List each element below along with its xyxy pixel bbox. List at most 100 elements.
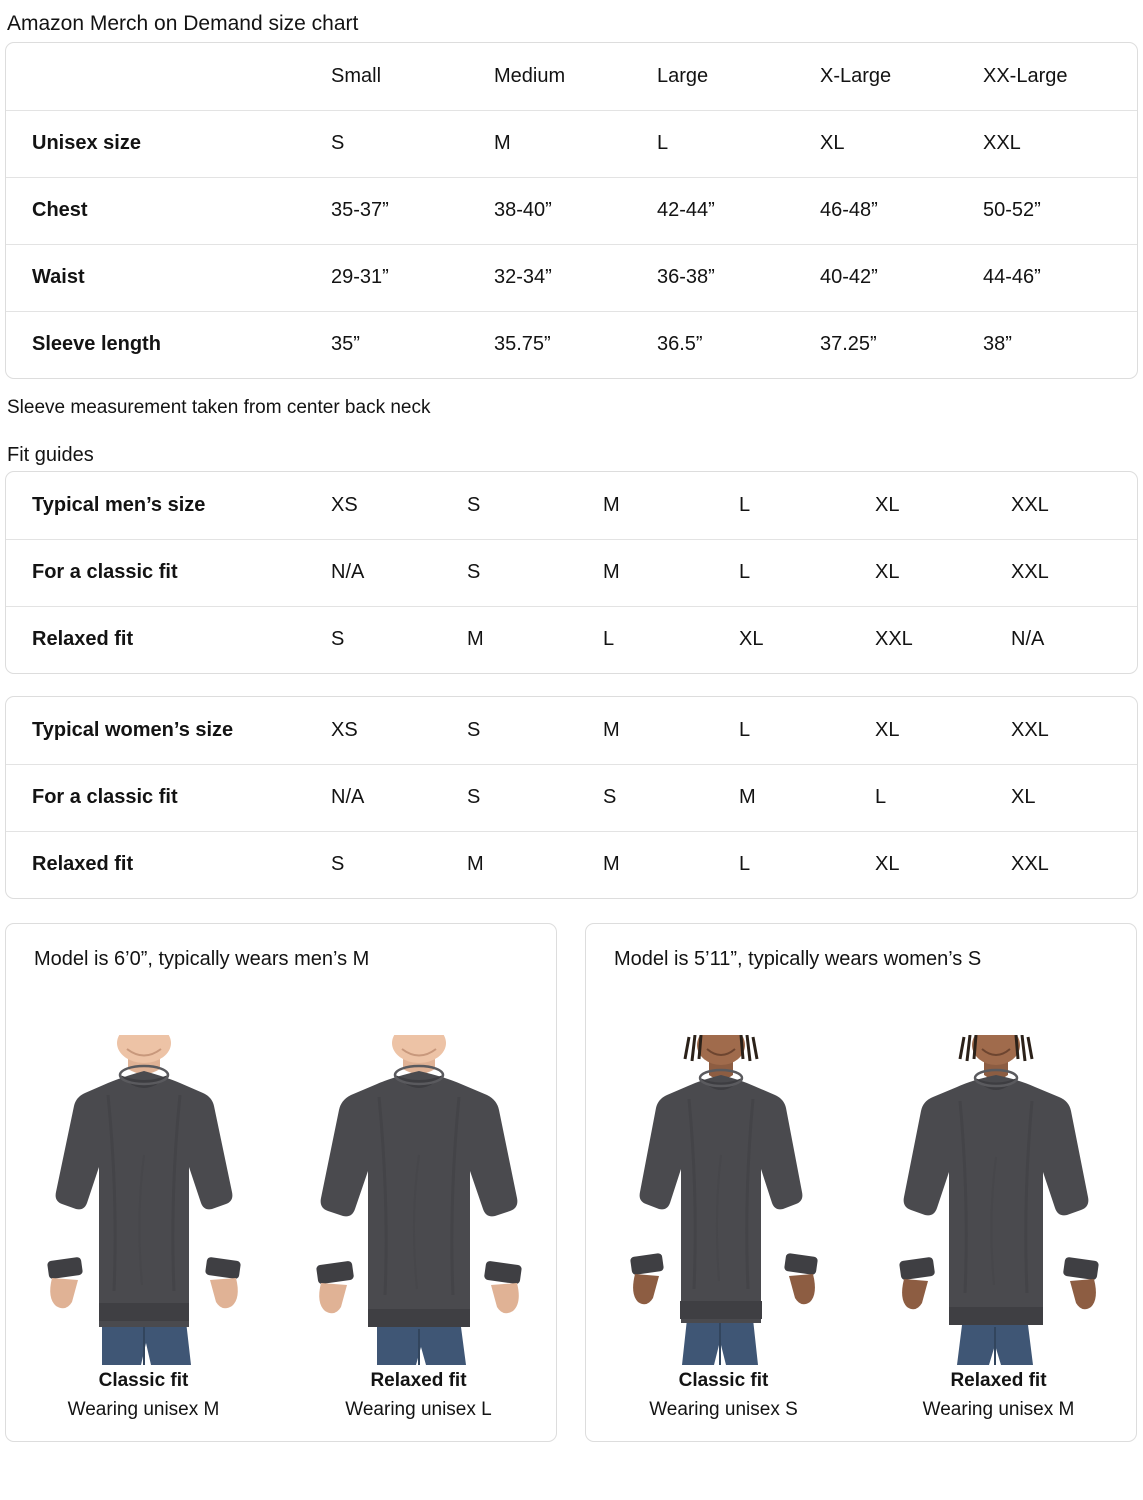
page-title: Amazon Merch on Demand size chart [7,12,359,35]
cell-col-6: XXL [1011,830,1137,898]
row-label: For a classic fit [6,763,331,831]
cell-x-large: XL [820,109,983,177]
model-cards-row: Model is 6’0”, typically wears men’s M [5,923,1138,1442]
cell-col-4: L [739,830,875,898]
male-model-classic-fit-illustration [46,1035,241,1365]
mens-model-card: Model is 6’0”, typically wears men’s M [5,923,557,1442]
cell-col-6: XL [1011,763,1137,831]
table-row-womens-classic-fit: For a classic fit N/A S S M L XL [6,763,1137,831]
cell-col-6: XXL [1011,493,1049,516]
table-row-sleeve-length: Sleeve length 35” 35.75” 36.5” 37.25” 38… [6,310,1137,378]
header-medium: Medium [494,64,566,87]
cell-medium: 32-34” [494,243,657,311]
header-small: Small [331,64,382,87]
fit-guides-heading: Fit guides [7,444,94,466]
female-model-relaxed-fit-illustration [898,1035,1099,1365]
table-row-chest: Chest 35-37” 38-40” 42-44” 46-48” 50-52” [6,176,1137,244]
womens-classic-fit-photo [586,980,861,1367]
row-label: For a classic fit [6,538,331,606]
row-label: Typical women’s size [32,718,234,741]
cell-col-2: M [467,605,603,673]
table-row-typical-mens-size: Typical men’s size XS S M L XL XXL [6,472,1137,539]
cell-medium: M [494,109,657,177]
mens-classic-fit-figure-column: Classic fit Wearing unisex M [6,980,281,1441]
mens-classic-fit-label: Classic fit [98,1370,189,1391]
cell-col-5: XL [875,493,900,516]
cell-xx-large: 50-52” [983,176,1137,244]
cell-small: 35” [331,310,494,378]
header-xx-large: XX-Large [983,64,1068,87]
mens-relaxed-fit-photo [281,980,556,1367]
cell-x-large: 37.25” [820,310,983,378]
cell-col-4: XL [739,605,875,673]
womens-fit-guide-card: Typical women’s size XS S M L XL XXL For… [5,696,1138,899]
mens-classic-fit-photo [6,980,281,1367]
cell-col-3: M [603,718,620,741]
table-row-womens-relaxed-fit: Relaxed fit S M M L XL XXL [6,830,1137,898]
cell-col-4: L [739,538,875,606]
row-label: Unisex size [6,109,331,177]
cell-xx-large: 44-46” [983,243,1137,311]
male-model-relaxed-fit-illustration [315,1035,522,1365]
cell-large: 36-38” [657,243,820,311]
womens-model-description: Model is 5’11”, typically wears women’s … [614,948,982,970]
cell-col-4: M [739,763,875,831]
cell-col-6: N/A [1011,605,1137,673]
cell-medium: 38-40” [494,176,657,244]
mens-fit-guide-card: Typical men’s size XS S M L XL XXL For a… [5,471,1138,674]
mens-relaxed-fit-figure-column: Relaxed fit Wearing unisex L [281,980,556,1441]
cell-xx-large: 38” [983,310,1137,378]
header-blank [6,43,331,110]
table-row-waist: Waist 29-31” 32-34” 36-38” 40-42” 44-46” [6,243,1137,311]
row-label: Waist [6,243,331,311]
cell-col-5: XL [875,538,1011,606]
cell-x-large: 46-48” [820,176,983,244]
cell-col-5: XL [875,830,1011,898]
cell-col-4: L [739,718,751,741]
womens-classic-fit-figure-column: Classic fit Wearing unisex S [586,980,861,1441]
mens-relaxed-fit-label: Relaxed fit [370,1370,467,1391]
table-row-mens-classic-fit: For a classic fit N/A S M L XL XXL [6,538,1137,606]
cell-small: S [331,109,494,177]
cell-col-3: L [603,605,739,673]
row-label: Sleeve length [6,310,331,378]
womens-model-figures: Classic fit Wearing unisex S [586,980,1136,1441]
cell-col-3: M [603,493,620,516]
womens-relaxed-fit-size: Wearing unisex M [922,1399,1075,1420]
womens-relaxed-fit-photo [861,980,1136,1367]
row-label: Relaxed fit [6,605,331,673]
cell-col-1: XS [331,493,358,516]
womens-relaxed-fit-label: Relaxed fit [950,1370,1047,1391]
cell-medium: 35.75” [494,310,657,378]
cell-col-2: S [467,763,603,831]
table-row-unisex-size: Unisex size S M L XL XXL [6,109,1137,177]
row-label: Typical men’s size [32,493,206,516]
womens-fit-guide-table: Typical women’s size XS S M L XL XXL For… [6,697,1137,898]
cell-col-2: S [467,538,603,606]
mens-model-figures: Classic fit Wearing unisex M [6,980,556,1441]
cell-col-5: L [875,763,1011,831]
table-header-row: Small Medium Large X-Large XX-Large [6,43,1137,110]
cell-col-2: M [467,830,603,898]
female-model-classic-fit-illustration [629,1035,818,1365]
mens-relaxed-fit-size: Wearing unisex L [345,1399,492,1420]
cell-col-2: S [467,718,481,741]
cell-col-1: S [331,605,467,673]
table-row-typical-womens-size: Typical women’s size XS S M L XL XXL [6,697,1137,764]
cell-col-3: M [603,538,739,606]
row-label: Relaxed fit [6,830,331,898]
cell-col-2: S [467,493,481,516]
mens-fit-guide-table: Typical men’s size XS S M L XL XXL For a… [6,472,1137,673]
womens-classic-fit-size: Wearing unisex S [649,1399,798,1420]
cell-col-4: L [739,493,751,516]
table-row-mens-relaxed-fit: Relaxed fit S M L XL XXL N/A [6,605,1137,673]
header-x-large: X-Large [820,64,892,87]
cell-col-3: M [603,830,739,898]
womens-model-card: Model is 5’11”, typically wears women’s … [585,923,1137,1442]
header-large: Large [657,64,709,87]
cell-col-6: XXL [1011,538,1137,606]
mens-classic-fit-size: Wearing unisex M [67,1399,220,1420]
womens-relaxed-fit-figure-column: Relaxed fit Wearing unisex M [861,980,1136,1441]
cell-col-6: XXL [1011,718,1049,741]
